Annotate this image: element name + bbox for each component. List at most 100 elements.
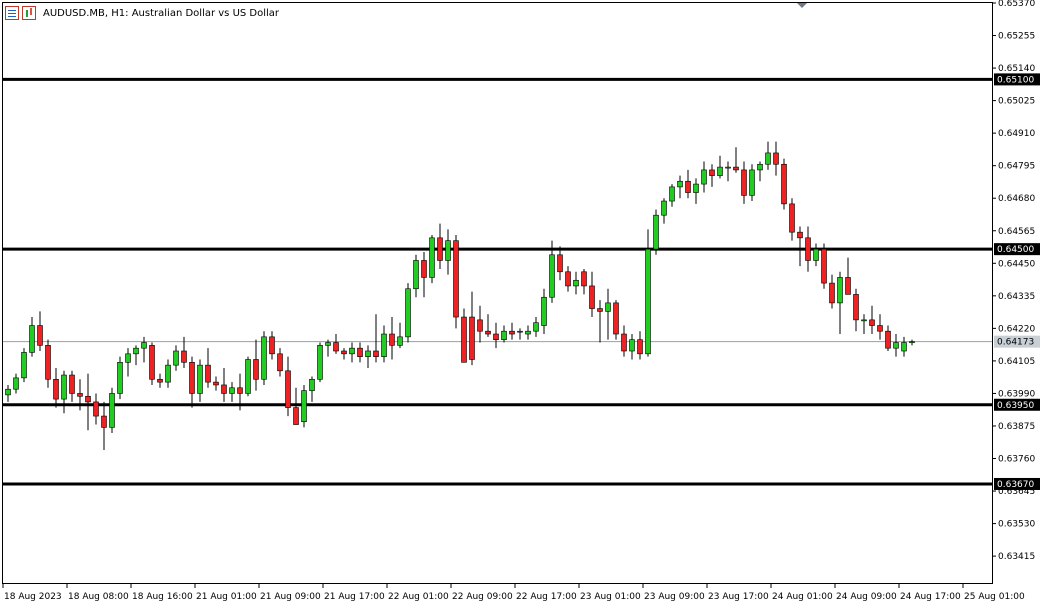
candle xyxy=(637,331,643,360)
candle-body xyxy=(29,325,35,353)
candle xyxy=(653,209,659,255)
candle-body xyxy=(149,345,155,380)
x-tick-label: 24 Aug 01:00 xyxy=(772,592,833,602)
candle xyxy=(445,229,451,275)
candle-body xyxy=(757,163,763,171)
candle-body xyxy=(789,203,795,233)
current-price-label: 0.64173 xyxy=(997,338,1034,348)
candle-body xyxy=(813,248,819,261)
candle xyxy=(557,246,563,281)
candle-body xyxy=(53,378,59,400)
candle-body xyxy=(189,362,195,394)
y-tick-label: 0.65370 xyxy=(998,0,1035,9)
candle xyxy=(133,345,139,366)
candle xyxy=(325,339,331,357)
scroll-marker-icon[interactable] xyxy=(797,3,807,8)
candle xyxy=(797,226,803,267)
candle xyxy=(181,336,187,368)
candle xyxy=(781,158,787,210)
candle-body xyxy=(293,407,299,425)
level-price-label: 0.63670 xyxy=(997,480,1034,490)
candle xyxy=(909,339,915,346)
chart-list-icon[interactable] xyxy=(5,6,19,20)
candle-body xyxy=(309,378,315,391)
x-tick-label: 22 Aug 01:00 xyxy=(388,592,449,602)
candle-body xyxy=(85,395,91,403)
candle-body xyxy=(525,330,531,335)
x-axis: 18 Aug 2023 18 Aug 08:00 18 Aug 16:00 21 Au… xyxy=(2,583,1025,602)
y-tick-label: 0.64565 xyxy=(998,227,1035,237)
candle-body xyxy=(157,378,163,383)
candle-body xyxy=(261,336,267,380)
candle xyxy=(333,334,339,354)
candle xyxy=(821,243,827,289)
candle xyxy=(93,393,99,425)
candle-body xyxy=(349,347,355,355)
candle-body xyxy=(21,352,27,379)
candle-body xyxy=(117,362,123,394)
candle-body xyxy=(829,282,835,304)
candle-body xyxy=(557,254,563,273)
candle xyxy=(429,235,435,284)
candle xyxy=(485,314,491,337)
candle xyxy=(245,356,251,397)
candle xyxy=(453,235,459,329)
candle xyxy=(573,271,579,295)
candle-body xyxy=(453,240,459,318)
candle-body xyxy=(341,350,347,355)
candle-body xyxy=(629,339,635,352)
candle-body xyxy=(637,339,643,355)
candle-body xyxy=(501,330,507,340)
candle-body xyxy=(381,333,387,357)
y-tick-label: 0.63415 xyxy=(998,552,1035,562)
candle xyxy=(5,384,11,402)
candle xyxy=(773,141,779,176)
candle xyxy=(669,184,675,207)
x-tick-label: 25 Aug 01:00 xyxy=(964,592,1025,602)
candle xyxy=(293,387,299,425)
candle xyxy=(597,300,603,343)
symbol-label: AUDUSD.MB xyxy=(43,7,105,19)
candle xyxy=(805,226,811,272)
candle-body xyxy=(573,279,579,287)
candle xyxy=(845,257,851,295)
y-tick-label: 0.65140 xyxy=(998,64,1035,74)
candle xyxy=(237,373,243,411)
candle xyxy=(77,379,83,411)
candle xyxy=(877,314,883,340)
candle xyxy=(677,175,683,199)
timeframe-label: H1: xyxy=(111,7,129,19)
x-tick-label: 18 Aug 2023 xyxy=(4,592,62,602)
candle xyxy=(757,161,763,182)
x-tick-label: 22 Aug 09:00 xyxy=(452,592,513,602)
candle xyxy=(229,382,235,402)
candle xyxy=(189,356,195,408)
candle-body xyxy=(253,359,259,380)
y-tick-label: 0.64335 xyxy=(998,292,1035,302)
candle xyxy=(213,376,219,391)
candle-body xyxy=(69,374,75,394)
candle xyxy=(381,325,387,363)
candle xyxy=(309,376,315,402)
x-tick-label: 21 Aug 01:00 xyxy=(196,592,257,602)
candle-body xyxy=(389,333,395,346)
candle-body xyxy=(317,345,323,380)
level-price-tag xyxy=(994,477,1040,490)
candle-body xyxy=(533,322,539,332)
candle-body xyxy=(701,169,707,185)
candle xyxy=(69,370,75,402)
candle-body xyxy=(357,347,363,357)
candle xyxy=(437,223,443,269)
candle-body xyxy=(61,374,67,400)
chart-bars-icon[interactable] xyxy=(22,6,36,20)
candle-body xyxy=(821,248,827,284)
candle xyxy=(109,387,115,434)
y-tick-label: 0.64220 xyxy=(998,324,1035,334)
candle xyxy=(165,359,171,388)
candle-body xyxy=(541,296,547,326)
level-price-tag xyxy=(994,73,1040,86)
candle xyxy=(685,169,691,199)
candle-body xyxy=(861,319,867,322)
